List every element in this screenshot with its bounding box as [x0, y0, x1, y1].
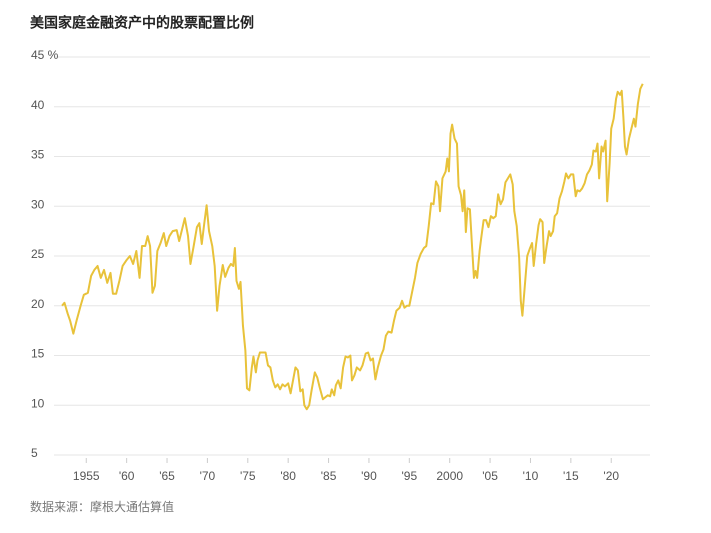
x-tick-label: '20 [603, 469, 619, 483]
x-tick-label: '85 [321, 469, 337, 483]
x-tick-label: '15 [563, 469, 579, 483]
x-tick-label: '80 [280, 469, 296, 483]
y-tick-label: 10 [31, 396, 45, 410]
x-tick-label: '90 [361, 469, 377, 483]
x-tick-label: '95 [402, 469, 418, 483]
x-tick-label: '05 [482, 469, 498, 483]
source-note: 数据来源：摩根大通估算值 [30, 499, 174, 514]
y-tick-label: 25 [31, 247, 45, 261]
data-line [61, 83, 644, 411]
y-tick-label: 30 [31, 197, 45, 211]
x-tick-label: '65 [159, 469, 175, 483]
y-tick-label: 15 [31, 347, 45, 361]
x-tick-label: '10 [523, 469, 539, 483]
y-tick-label: 40 [31, 98, 45, 112]
y-tick-label: 20 [31, 297, 45, 311]
y-tick-label: 45 % [31, 48, 59, 62]
chart-title: 美国家庭金融资产中的股票配置比例 [30, 15, 254, 31]
y-tick-label: 5 [31, 446, 38, 460]
x-tick-label: '70 [200, 469, 216, 483]
x-tick-label: 2000 [436, 469, 463, 483]
x-tick-label: 1955 [73, 469, 100, 483]
x-tick-label: '60 [119, 469, 135, 483]
y-tick-label: 35 [31, 148, 45, 162]
x-tick-label: '75 [240, 469, 256, 483]
